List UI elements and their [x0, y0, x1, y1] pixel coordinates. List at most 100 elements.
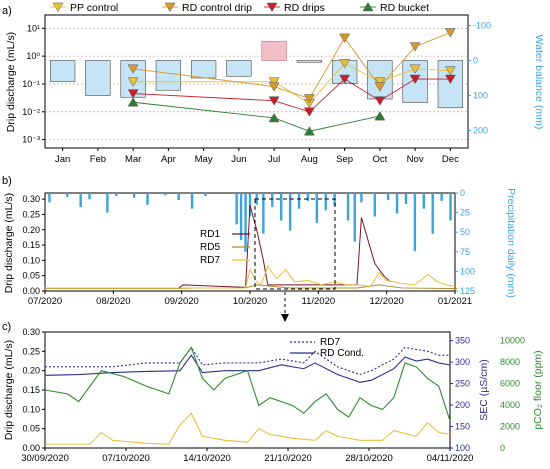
precipitation-bar [373, 193, 376, 217]
legend-entry: RD7 [320, 337, 340, 348]
precipitation-bar [360, 193, 363, 203]
legend-entry: RD Cond. [320, 348, 364, 359]
precipitation-bar [177, 193, 180, 201]
panel-c-plot-frame [44, 331, 451, 449]
precipitation-bar [106, 193, 109, 213]
series-line [45, 265, 456, 289]
precipitation-bar [324, 193, 327, 211]
panel-b-legend: RD1 RD5 RD7 [200, 229, 250, 266]
right-y2-tick-label: 2000 [500, 422, 520, 432]
data-point [268, 77, 280, 87]
legend-entry: RD1 [200, 229, 220, 240]
water-balance-bar [437, 60, 464, 109]
right-y-tick-label: 200 [455, 400, 470, 410]
precipitation-bar [413, 193, 417, 252]
right-y-tick-label: 25 [460, 208, 470, 218]
x-tick-label: Oct [372, 154, 387, 165]
panel-c-right2-axis-label: pCO₂ floor (ppm) [532, 350, 544, 429]
x-tick-label: Jan [55, 154, 70, 165]
data-point [339, 33, 351, 43]
right-y2-tick-label: 6000 [500, 379, 520, 389]
x-tick-label: Mar [125, 154, 141, 165]
data-point [374, 77, 386, 87]
precipitation-bar [404, 193, 408, 204]
precipitation-bar [422, 193, 426, 209]
y-tick-label: 10¹ [27, 23, 40, 33]
right-y2-tick-label: 8000 [500, 357, 520, 367]
precipitation-bar [449, 193, 452, 221]
right-y2-tick-label: 4000 [500, 400, 520, 410]
panel-b-precipitation-bars [48, 193, 452, 252]
x-tick-label: Jul [268, 154, 280, 165]
x-tick-label: Jun [231, 154, 246, 165]
x-tick-label: Sep [336, 154, 353, 165]
precipitation-bar [315, 193, 319, 223]
x-tick-label: Nov [407, 154, 424, 165]
x-tick-label: Aug [301, 154, 318, 165]
water-balance-bar [49, 60, 76, 82]
y-tick-label: 0.25 [22, 346, 40, 356]
right-y2-tick-label: 0 [500, 443, 505, 453]
data-point [127, 89, 139, 99]
y-tick-label: 0.10 [22, 404, 40, 414]
water-balance-bar [190, 60, 217, 79]
right-y-tick-label: 200 [473, 126, 488, 136]
panel-b-label: b) [2, 175, 12, 187]
data-point [268, 96, 280, 106]
right-y-tick-label: -100 [473, 21, 491, 31]
precipitation-bar [440, 193, 443, 201]
panel-c-right-y2-ticks: 0 2000 4000 6000 8000 10000 [500, 336, 525, 453]
series-line [133, 101, 380, 132]
y-tick-label: 0.05 [22, 424, 40, 434]
data-point [303, 107, 315, 117]
y-tick-label: 0.00 [22, 443, 40, 453]
panel-a-label: a) [2, 5, 12, 17]
panel-a-y-axis-label: Drip discharge (mL/s) [5, 32, 17, 132]
panel-c-right-axis-label: SEC (µS/cm) [478, 359, 490, 420]
x-tick-label: 04/11/2020 [427, 453, 474, 464]
precipitation-bar [88, 193, 91, 200]
panel-c-y-ticks: 0.00 0.05 0.10 0.15 0.20 0.25 0.30 [22, 327, 45, 453]
data-point [127, 77, 139, 87]
right-y-tick-label: 100 [473, 91, 488, 101]
x-tick-label: 28/10/2020 [345, 453, 393, 464]
right-y-tick-label: 0 [473, 56, 478, 66]
x-tick-label: 09/2020 [164, 296, 198, 307]
series-line [44, 354, 451, 383]
x-tick-label: Apr [161, 154, 176, 165]
panel-c-label: c) [2, 321, 11, 333]
legend-entry: PP control [70, 2, 118, 14]
water-balance-bar [261, 40, 287, 61]
data-point [374, 82, 386, 92]
y-tick-label: 0.20 [22, 366, 40, 376]
precipitation-bar [239, 193, 243, 241]
y-tick-label: 0.15 [22, 385, 40, 395]
precipitation-bar [297, 193, 301, 209]
precipitation-bar [271, 193, 274, 208]
water-balance-bar [226, 60, 252, 77]
precipitation-bar [306, 193, 310, 201]
zoom-arrow-head [281, 314, 289, 322]
y-tick-label: 0.30 [22, 327, 40, 337]
data-point [409, 42, 421, 52]
x-tick-label: Dec [442, 154, 459, 165]
zoom-box [254, 198, 336, 290]
right-y-tick-label: 0 [460, 188, 465, 198]
y-tick-label: 10⁰ [26, 51, 40, 61]
panel-a-gridlines [45, 27, 468, 140]
water-balance-bar [155, 60, 182, 91]
precipitation-bar [115, 193, 118, 197]
right-y-tick-label: 150 [455, 422, 470, 432]
legend-entry: RD drips [284, 2, 325, 14]
precipitation-bar [244, 193, 247, 252]
panel-b-right-y-ticks: 0 25 50 75 100 125 [455, 188, 475, 296]
precipitation-bar [79, 193, 82, 208]
precipitation-bar [132, 193, 136, 198]
precipitation-bar [235, 193, 238, 225]
precipitation-bar [204, 193, 207, 197]
precipitation-bar [164, 193, 167, 196]
legend-entry: RD5 [200, 242, 220, 253]
legend-entry: RD7 [200, 255, 220, 266]
precipitation-bar [279, 193, 283, 221]
